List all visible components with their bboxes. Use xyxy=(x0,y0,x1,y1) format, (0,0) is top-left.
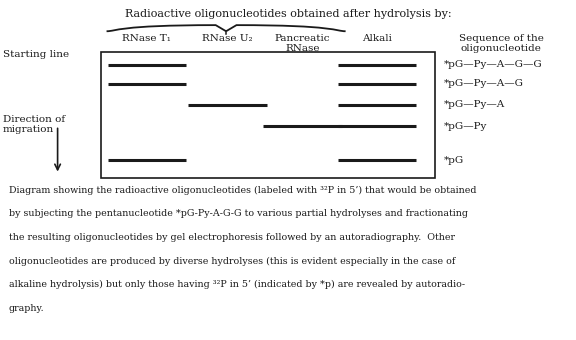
Text: Sequence of the
oligonucleotide: Sequence of the oligonucleotide xyxy=(458,34,544,53)
Text: RNase U₂: RNase U₂ xyxy=(202,34,253,43)
Text: oligonucleotides are produced by diverse hydrolyses (this is evident especially : oligonucleotides are produced by diverse… xyxy=(9,257,455,266)
Text: RNase T₁: RNase T₁ xyxy=(123,34,171,43)
Text: Direction of
migration: Direction of migration xyxy=(3,115,65,134)
Text: Alkali: Alkali xyxy=(362,34,392,43)
Text: Diagram showing the radioactive oligonucleotides (labeled with ³²P in 5’) that w: Diagram showing the radioactive oligonuc… xyxy=(9,186,476,195)
Text: Radioactive oligonucleotides obtained after hydrolysis by:: Radioactive oligonucleotides obtained af… xyxy=(124,8,452,19)
Text: Pancreatic
RNase: Pancreatic RNase xyxy=(275,34,330,53)
Text: *pG—Py—A—G—G: *pG—Py—A—G—G xyxy=(444,60,542,69)
Text: *pG: *pG xyxy=(444,156,464,165)
Text: by subjecting the pentanucleotide *pG-Py-A-G-G to various partial hydrolyses and: by subjecting the pentanucleotide *pG-Py… xyxy=(9,209,468,219)
Text: the resulting oligonucleotides by gel electrophoresis followed by an autoradiogr: the resulting oligonucleotides by gel el… xyxy=(9,233,454,242)
Text: graphy.: graphy. xyxy=(9,304,44,312)
Text: Starting line: Starting line xyxy=(3,50,69,60)
Text: *pG—Py: *pG—Py xyxy=(444,122,487,131)
Text: *pG—Py—A: *pG—Py—A xyxy=(444,101,505,109)
Bar xyxy=(101,52,435,178)
Text: alkaline hydrolysis) but only those having ³²P in 5’ (indicated by *p) are revea: alkaline hydrolysis) but only those havi… xyxy=(9,280,465,289)
Text: *pG—Py—A—G: *pG—Py—A—G xyxy=(444,79,524,88)
